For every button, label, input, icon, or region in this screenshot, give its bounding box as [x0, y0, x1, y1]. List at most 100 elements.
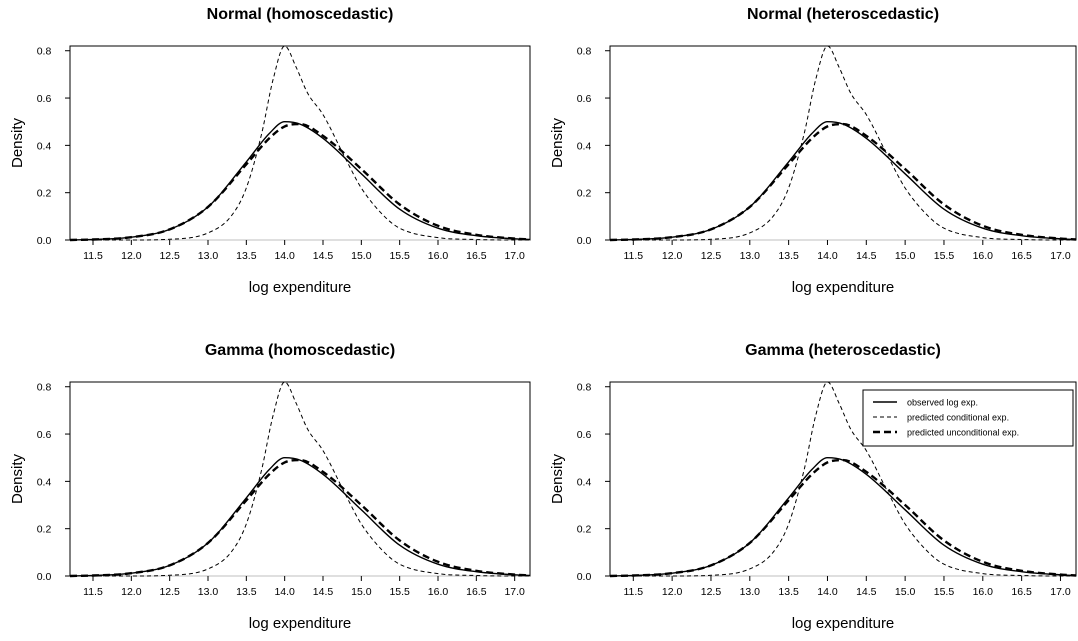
y-tick-label: 0.0 [577, 571, 592, 583]
x-tick-label: 12.5 [701, 250, 722, 262]
series-line-solid [69, 120, 531, 241]
legend-entry: predicted conditional exp. [907, 413, 1009, 423]
chart-panel-1: Normal (homoscedastic) 11.5 12.0 12.5 13.0 13… [9, 6, 531, 296]
x-tick-label: 15.0 [351, 586, 372, 598]
x-tick-label: 12.5 [159, 250, 180, 262]
series-line-dashed-thin [70, 381, 530, 577]
x-tick-label: 15.0 [895, 250, 916, 262]
x-tick-label: 16.0 [428, 586, 449, 598]
y-axis-label: Density [549, 117, 566, 168]
series-line-dashed-thick [69, 458, 531, 578]
x-tick-label: 17.0 [1050, 250, 1071, 262]
y-tick-label: 0.6 [577, 93, 592, 105]
series-line-dashed-thick [609, 122, 1077, 242]
series-line-dashed-thin [610, 381, 1076, 577]
x-tick-label: 15.5 [934, 250, 955, 262]
chart-panel-4: Gamma (heteroscedastic) 11.5 12.0 12.5 13.0 1… [549, 342, 1077, 632]
x-tick-label: 15.5 [934, 586, 955, 598]
x-tick-label: 13.0 [740, 586, 761, 598]
x-tick-label: 13.5 [778, 250, 799, 262]
y-tick-label: 0.0 [37, 235, 52, 247]
x-tick-label: 13.5 [778, 586, 799, 598]
x-tick-label: 14.5 [313, 586, 334, 598]
x-tick-label: 15.5 [389, 586, 410, 598]
x-tick-label: 12.0 [121, 250, 142, 262]
x-tick-label: 13.0 [198, 250, 219, 262]
chart-title: Gamma (homoscedastic) [205, 342, 395, 359]
series-line-dashed-thick [609, 458, 1077, 578]
y-tick-label: 0.8 [37, 382, 52, 394]
x-tick-label: 17.0 [504, 250, 525, 262]
x-tick-label: 17.0 [504, 586, 525, 598]
x-tick-label: 12.5 [159, 586, 180, 598]
y-tick-label: 0.2 [577, 524, 592, 536]
legend-entry: predicted unconditional exp. [907, 428, 1019, 438]
chart-legend: observed log exp. predicted conditional e… [862, 389, 1074, 447]
series-line-solid [609, 456, 1077, 577]
x-axis-label: log expenditure [792, 615, 895, 632]
x-tick-label: 16.5 [1011, 250, 1032, 262]
x-tick-label: 12.5 [701, 586, 722, 598]
x-tick-label: 11.5 [83, 250, 103, 262]
series-line-solid [69, 456, 531, 577]
x-tick-label: 13.5 [236, 586, 257, 598]
x-axis-label: log expenditure [792, 279, 895, 296]
x-tick-label: 11.5 [83, 586, 103, 598]
x-tick-label: 14.0 [274, 250, 295, 262]
y-tick-label: 0.6 [37, 93, 52, 105]
x-tick-label: 13.0 [740, 250, 761, 262]
chart-title: Gamma (heteroscedastic) [745, 342, 941, 359]
y-tick-label: 0.4 [577, 476, 592, 488]
x-tick-label: 14.5 [856, 250, 877, 262]
chart-title: Normal (homoscedastic) [207, 6, 394, 23]
x-tick-label: 15.5 [389, 250, 410, 262]
x-tick-label: 17.0 [1050, 586, 1071, 598]
plot-frame [609, 45, 1077, 241]
x-tick-label: 12.0 [662, 586, 683, 598]
x-tick-label: 16.5 [466, 586, 487, 598]
x-axis-label: log expenditure [249, 279, 352, 296]
x-tick-label: 11.5 [623, 586, 643, 598]
legend-entry: observed log exp. [907, 398, 978, 408]
x-tick-label: 15.0 [895, 586, 916, 598]
y-tick-label: 0.8 [577, 382, 592, 394]
x-tick-label: 14.0 [274, 586, 295, 598]
y-tick-label: 0.0 [37, 571, 52, 583]
chart-panel-2: Normal (heteroscedastic) 11.5 12.0 12.5 13.0… [549, 6, 1077, 296]
y-tick-label: 0.6 [37, 429, 52, 441]
x-tick-label: 16.0 [973, 250, 994, 262]
x-tick-label: 11.5 [623, 250, 643, 262]
y-axis-label: Density [9, 453, 26, 504]
x-axis-label: log expenditure [249, 615, 352, 632]
series-line-dashed-thin [610, 45, 1076, 241]
y-tick-label: 0.4 [37, 476, 52, 488]
x-tick-label: 13.5 [236, 250, 257, 262]
x-tick-label: 12.0 [662, 250, 683, 262]
x-tick-label: 12.0 [121, 586, 142, 598]
x-tick-label: 15.0 [351, 250, 372, 262]
x-tick-label: 14.5 [313, 250, 334, 262]
chart-panel-3: Gamma (homoscedastic) 11.5 12.0 12.5 13.0 13.… [9, 342, 531, 632]
series-line-solid [609, 120, 1077, 241]
y-tick-label: 0.8 [37, 46, 52, 58]
y-tick-label: 0.2 [577, 188, 592, 200]
y-tick-label: 0.2 [37, 188, 52, 200]
x-tick-label: 14.0 [817, 250, 838, 262]
x-tick-label: 14.0 [817, 586, 838, 598]
y-axis-label: Density [549, 453, 566, 504]
y-tick-label: 0.6 [577, 429, 592, 441]
y-axis-label: Density [9, 117, 26, 168]
y-tick-label: 0.2 [37, 524, 52, 536]
x-tick-label: 16.5 [1011, 586, 1032, 598]
y-tick-label: 0.4 [577, 140, 592, 152]
series-line-dashed-thick [69, 122, 531, 242]
y-tick-label: 0.4 [37, 140, 52, 152]
series-line-dashed-thin [70, 45, 530, 241]
chart-title: Normal (heteroscedastic) [747, 6, 939, 23]
y-tick-label: 0.8 [577, 46, 592, 58]
x-tick-label: 16.0 [973, 586, 994, 598]
x-tick-label: 16.0 [428, 250, 449, 262]
y-tick-label: 0.0 [577, 235, 592, 247]
x-tick-label: 14.5 [856, 586, 877, 598]
